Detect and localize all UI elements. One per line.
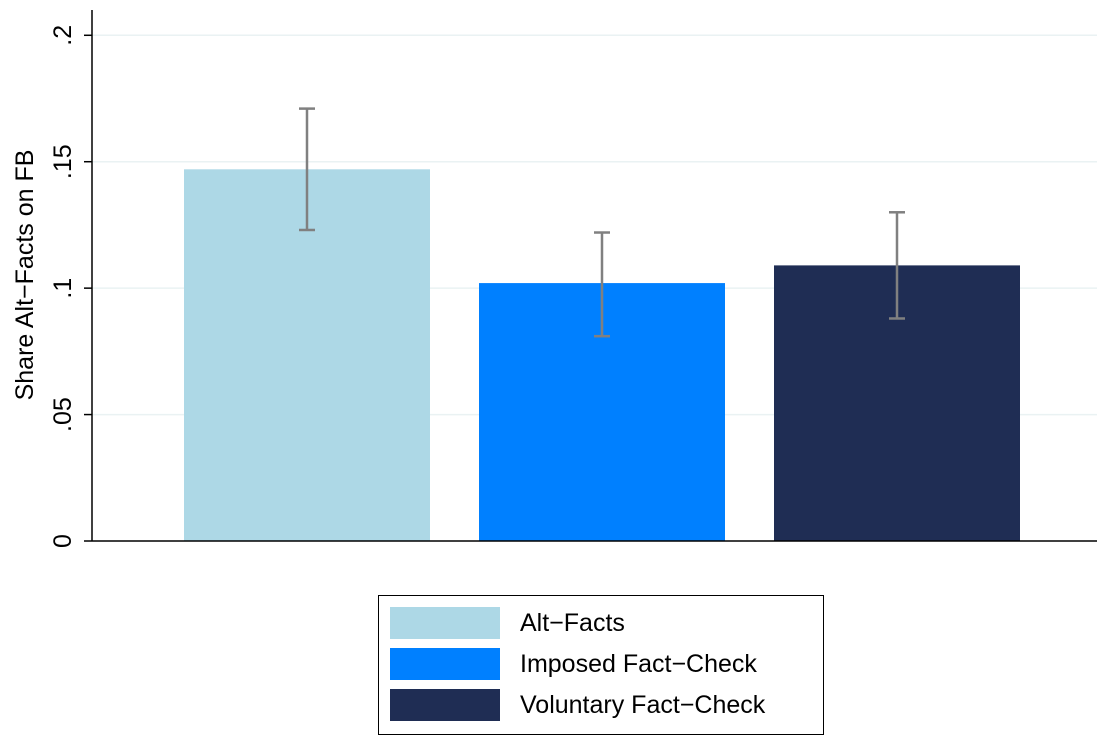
legend-swatch-voluntary-fact-check bbox=[390, 689, 500, 721]
y-axis-title: Share Alt−Facts on FB bbox=[11, 150, 39, 401]
y-tick-label: .2 bbox=[49, 25, 77, 46]
legend-label-imposed-fact-check: Imposed Fact−Check bbox=[520, 649, 757, 678]
bar bbox=[184, 169, 430, 542]
legend-label-voluntary-fact-check: Voluntary Fact−Check bbox=[520, 690, 766, 719]
y-axis-ticks: 0 .05 .1 .15 .2 bbox=[49, 25, 92, 548]
error-bar bbox=[594, 231, 610, 338]
legend: Alt−Facts Imposed Fact−Check Voluntary F… bbox=[378, 595, 824, 735]
bar-chart: 0 .05 .1 .15 .2 Share Alt−Facts on FB bbox=[11, 10, 1097, 548]
error-bar bbox=[889, 211, 905, 320]
y-tick-label: .15 bbox=[49, 144, 77, 179]
legend-item-voluntary-fact-check: Voluntary Fact−Check bbox=[390, 689, 765, 721]
bars bbox=[184, 169, 1020, 542]
y-tick-label: .05 bbox=[49, 397, 77, 432]
legend-swatch-imposed-fact-check bbox=[390, 648, 500, 680]
y-tick-label: .1 bbox=[49, 278, 77, 299]
error-bar bbox=[299, 107, 315, 232]
legend-label-alt-facts: Alt−Facts bbox=[520, 608, 625, 637]
y-tick-label: 0 bbox=[49, 534, 77, 548]
legend-item-imposed-fact-check: Imposed Fact−Check bbox=[390, 648, 757, 680]
legend-item-alt-facts: Alt−Facts bbox=[390, 607, 625, 639]
error-bars bbox=[299, 107, 905, 338]
legend-swatch-alt-facts bbox=[390, 607, 500, 639]
